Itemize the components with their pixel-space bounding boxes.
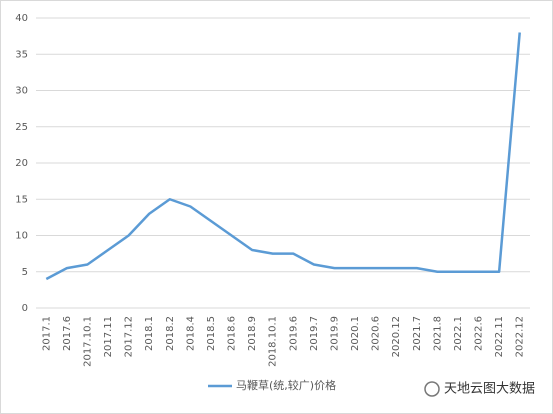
y-tick-label: 5 (22, 267, 28, 278)
x-tick-label: 2018.2 (165, 316, 176, 351)
x-tick-label: 2020.6 (371, 316, 382, 351)
x-tick-label: 2020.12 (391, 316, 402, 357)
x-tick-label: 2019.6 (288, 316, 299, 351)
y-tick-label: 30 (15, 86, 28, 97)
x-tick-label: 2021.8 (432, 316, 443, 351)
x-tick-label: 2017.6 (62, 316, 73, 351)
x-tick-label: 2017.10.1 (82, 316, 93, 367)
x-tick-label: 2019.9 (329, 316, 340, 351)
x-tick-label: 2017.1 (41, 316, 52, 351)
x-tick-label: 2018.4 (185, 316, 196, 351)
y-tick-label: 25 (15, 122, 28, 133)
legend-label: 马鞭草(统,较广)价格 (236, 378, 336, 392)
y-tick-label: 20 (15, 158, 28, 169)
x-tick-label: 2018.9 (247, 316, 258, 351)
x-tick-label: 2017.11 (103, 316, 114, 357)
x-tick-label: 2018.5 (206, 316, 217, 351)
data-line (45, 32, 521, 281)
y-tick-label: 40 (15, 13, 28, 24)
watermark: 天地云图大数据 (424, 381, 535, 397)
x-tick-label: 2022.12 (515, 316, 526, 357)
x-tick-label: 2022.1 (453, 316, 464, 351)
x-tick-label: 2017.12 (124, 316, 135, 357)
x-tick-label: 2018.10.1 (268, 316, 279, 367)
y-tick-label: 35 (15, 49, 28, 60)
x-tick-label: 2022.6 (474, 316, 485, 351)
x-tick-label: 2021.7 (412, 316, 423, 351)
y-tick-label: 10 (15, 231, 28, 242)
watermark-icon (424, 381, 440, 397)
x-tick-label: 2018.1 (144, 316, 155, 351)
y-tick-label: 0 (22, 303, 28, 314)
x-tick-label: 2022.11 (494, 316, 505, 357)
y-tick-label: 15 (15, 194, 28, 205)
x-tick-label: 2020.1 (350, 316, 361, 351)
x-tick-label: 2018.6 (227, 316, 238, 351)
watermark-text: 天地云图大数据 (444, 382, 535, 397)
x-tick-label: 2019.7 (309, 316, 320, 351)
